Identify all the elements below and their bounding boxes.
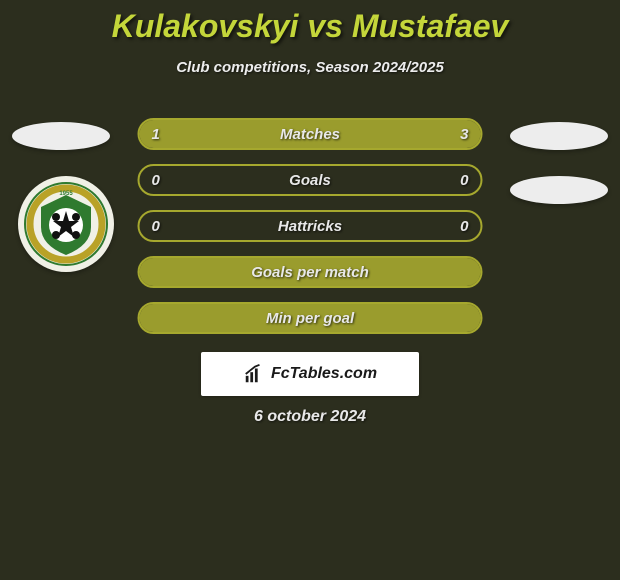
stat-label: Min per goal xyxy=(266,310,354,327)
stat-row-matches: 1 Matches 3 xyxy=(138,118,483,150)
stat-left-value: 1 xyxy=(152,126,160,143)
club-left-badge: 1955 xyxy=(18,176,114,272)
stat-row-min-per-goal: Min per goal xyxy=(138,302,483,334)
page-title: Kulakovskyi vs Mustafaev xyxy=(0,0,620,45)
vorskla-badge-icon: 1955 xyxy=(23,181,109,267)
stat-label: Hattricks xyxy=(278,218,342,235)
stat-label: Goals per match xyxy=(251,264,369,281)
stat-row-goals-per-match: Goals per match xyxy=(138,256,483,288)
stat-left-value: 0 xyxy=(152,172,160,189)
stat-label: Goals xyxy=(289,172,331,189)
comparison-bars: 1 Matches 3 0 Goals 0 0 Hattricks 0 Goal… xyxy=(138,118,483,348)
svg-text:1955: 1955 xyxy=(59,191,73,197)
stat-fill-right xyxy=(225,120,481,148)
player-right-placeholder xyxy=(510,122,608,150)
club-right-placeholder xyxy=(510,176,608,204)
stat-row-goals: 0 Goals 0 xyxy=(138,164,483,196)
stat-left-value: 0 xyxy=(152,218,160,235)
subtitle: Club competitions, Season 2024/2025 xyxy=(0,59,620,76)
stat-right-value: 3 xyxy=(460,126,468,143)
chart-icon xyxy=(243,363,265,385)
stat-label: Matches xyxy=(280,126,340,143)
brand-watermark: FcTables.com xyxy=(201,352,419,396)
stat-right-value: 0 xyxy=(460,172,468,189)
date-text: 6 october 2024 xyxy=(0,408,620,426)
player-left-placeholder xyxy=(12,122,110,150)
stat-row-hattricks: 0 Hattricks 0 xyxy=(138,210,483,242)
brand-text: FcTables.com xyxy=(271,365,377,383)
stat-right-value: 0 xyxy=(460,218,468,235)
